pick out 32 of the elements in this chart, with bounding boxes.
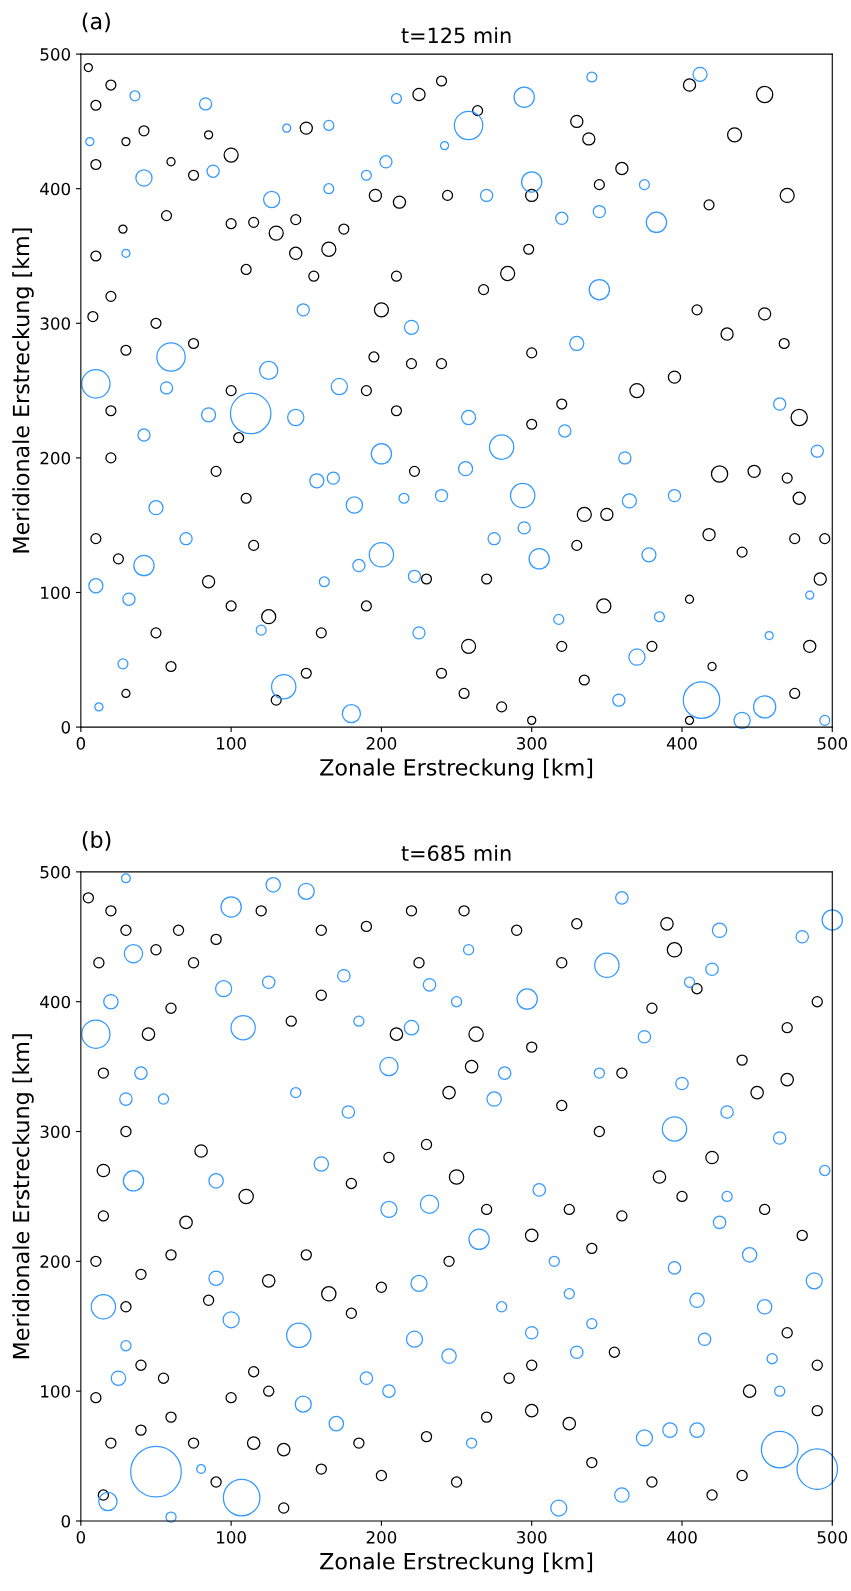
- x-tick-label: 500: [817, 1531, 848, 1544]
- y-tick-label: 100: [41, 586, 71, 600]
- x-tick-label: 0: [76, 737, 86, 750]
- y-tick-label: 500: [40, 48, 71, 61]
- y-tick-label: 300: [40, 317, 71, 330]
- y-tick-label: 500: [40, 865, 71, 879]
- chart-title: t=125 min: [401, 27, 511, 44]
- text: (b): [82, 830, 111, 851]
- x-tick-label: 100: [217, 1531, 246, 1544]
- y-tick-label: 400: [40, 182, 71, 196]
- chart-title: t=685 min: [401, 844, 511, 862]
- y-tick-label: 0: [61, 1514, 71, 1528]
- y-axis-title: Meridionale Erstreckung [km]: [12, 228, 34, 553]
- y-tick-label: 200: [40, 1255, 71, 1268]
- x-axis-title: Zonale Erstreckung [km]: [320, 1552, 593, 1574]
- x-tick-label: 300: [517, 737, 547, 750]
- x-tick-label: 300: [517, 1531, 547, 1544]
- x-axis-title: Zonale Erstreckung [km]: [320, 758, 593, 780]
- x-tick-label: 400: [666, 1531, 697, 1544]
- x-tick-label: 100: [217, 737, 246, 750]
- x-tick-label: 200: [366, 737, 397, 750]
- y-tick-label: 200: [40, 451, 71, 465]
- x-tick-label: 0: [76, 1531, 86, 1544]
- y-tick-label: 400: [40, 995, 71, 1009]
- text: (a): [82, 12, 110, 33]
- y-tick-label: 0: [61, 721, 71, 734]
- x-tick-label: 400: [666, 737, 697, 750]
- y-tick-label: 300: [40, 1125, 71, 1139]
- x-tick-label: 200: [366, 1531, 397, 1544]
- x-tick-label: 500: [817, 737, 848, 750]
- y-axis-title: Meridionale Erstreckung [km]: [12, 1034, 34, 1359]
- y-tick-label: 100: [41, 1385, 71, 1398]
